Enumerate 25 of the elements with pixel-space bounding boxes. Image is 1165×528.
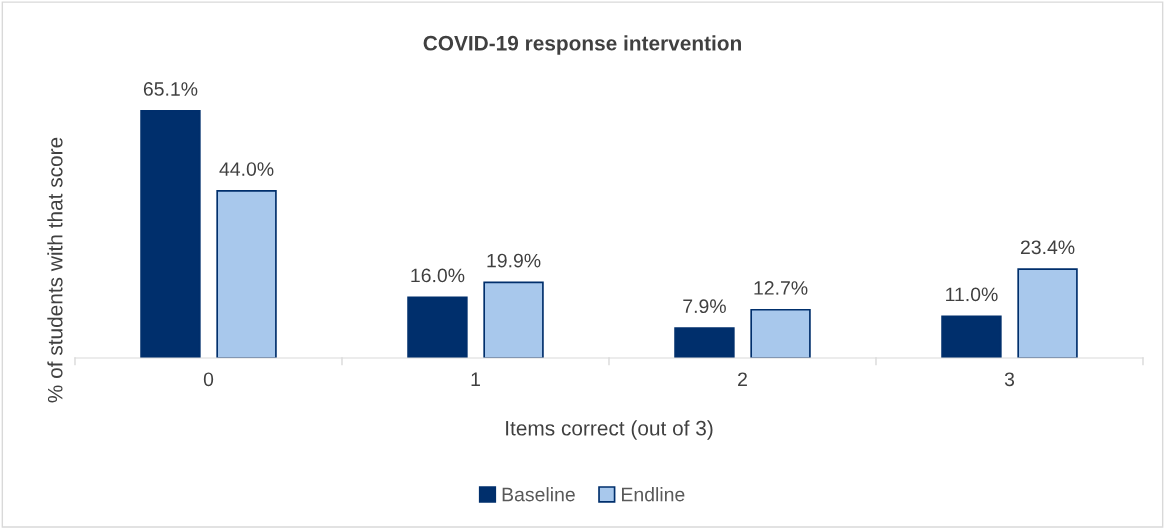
data-label: 65.1% bbox=[143, 82, 198, 96]
legend-label: Baseline bbox=[502, 487, 575, 502]
y-axis-title: % of students with that score bbox=[47, 137, 63, 403]
x-tick-label: 2 bbox=[738, 372, 747, 386]
bar bbox=[216, 190, 277, 358]
legend-label: Endline bbox=[622, 487, 685, 502]
data-label: 11.0% bbox=[946, 287, 998, 302]
data-label: 19.9% bbox=[487, 253, 541, 268]
bar bbox=[941, 315, 1002, 358]
x-axis-title: Items correct (out of 3) bbox=[506, 420, 713, 440]
chart-title: COVID-19 response intervention bbox=[423, 35, 741, 55]
bar bbox=[483, 281, 544, 358]
bar bbox=[1017, 268, 1078, 358]
data-label: 12.7% bbox=[754, 281, 808, 295]
data-label: 23.4% bbox=[1020, 240, 1075, 255]
bar bbox=[750, 308, 811, 358]
data-label: 44.0% bbox=[219, 162, 274, 176]
data-label: 16.0% bbox=[411, 268, 465, 283]
bar bbox=[140, 109, 201, 358]
x-tick-label: 1 bbox=[471, 372, 480, 386]
bar bbox=[407, 296, 468, 358]
x-tick-label: 0 bbox=[203, 372, 214, 387]
x-tick-label: 3 bbox=[1004, 372, 1015, 387]
bar bbox=[674, 327, 735, 358]
data-label: 7.9% bbox=[683, 299, 726, 314]
